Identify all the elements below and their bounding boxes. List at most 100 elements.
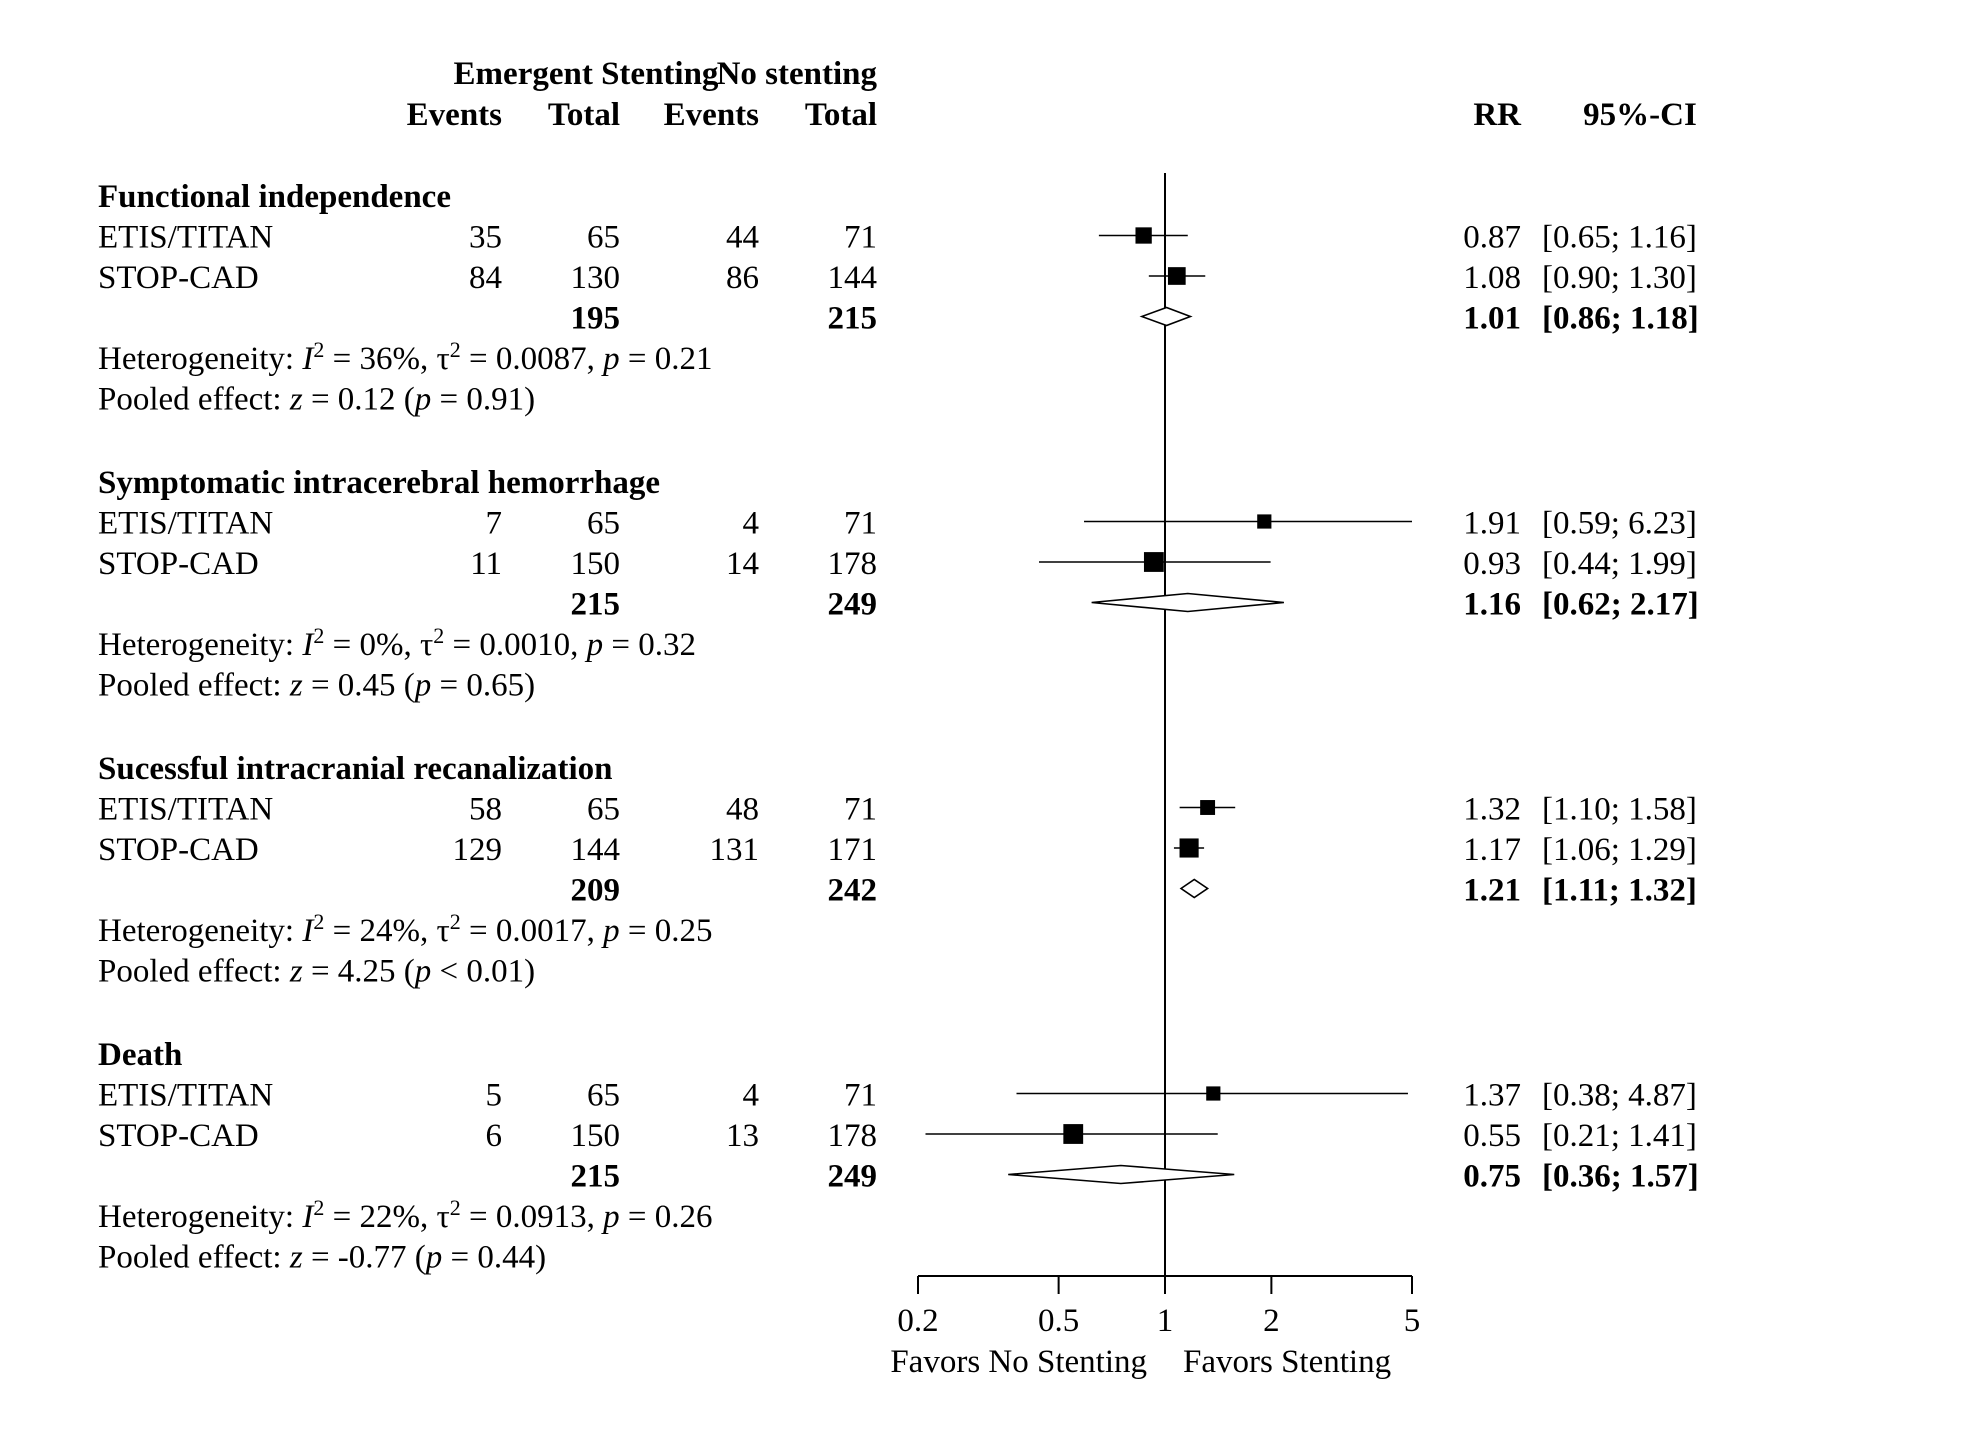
study-events-nostenting: 4 bbox=[743, 506, 760, 542]
pooled-total-nostenting: 215 bbox=[828, 301, 878, 337]
study-events-stenting: 11 bbox=[470, 546, 502, 582]
study-name: ETIS/TITAN bbox=[98, 792, 273, 828]
effect-square bbox=[1206, 1086, 1221, 1101]
pooled-effect-text: Pooled effect: z = 0.45 (p = 0.65) bbox=[98, 668, 535, 704]
study-events-nostenting: 48 bbox=[726, 792, 759, 828]
study-events-nostenting: 44 bbox=[726, 220, 759, 256]
x-tick-label: 1 bbox=[1157, 1303, 1174, 1339]
x-tick-label: 2 bbox=[1263, 1303, 1280, 1339]
study-events-nostenting: 86 bbox=[726, 260, 759, 296]
study-events-stenting: 129 bbox=[453, 832, 503, 868]
study-total-nostenting: 144 bbox=[828, 260, 878, 296]
group-title: Symptomatic intracerebral hemorrhage bbox=[98, 465, 660, 501]
x-tick-label: 0.5 bbox=[1038, 1303, 1079, 1339]
study-rr: 1.37 bbox=[1463, 1078, 1521, 1114]
study-events-stenting: 35 bbox=[469, 220, 502, 256]
study-total-nostenting: 171 bbox=[828, 832, 878, 868]
study-total-stenting: 150 bbox=[571, 546, 621, 582]
pooled-total-stenting: 215 bbox=[571, 1159, 621, 1195]
header-events-2: Events bbox=[664, 97, 760, 133]
favors-stenting-label: Favors Stenting bbox=[1183, 1344, 1391, 1380]
study-total-nostenting: 71 bbox=[844, 506, 877, 542]
study-name: ETIS/TITAN bbox=[98, 506, 273, 542]
study-total-stenting: 130 bbox=[571, 260, 621, 296]
pooled-ci: [0.62; 2.17] bbox=[1542, 587, 1699, 623]
pooled-rr: 1.16 bbox=[1463, 587, 1521, 623]
study-rr: 0.87 bbox=[1463, 220, 1521, 256]
pooled-ci: [0.86; 1.18] bbox=[1542, 301, 1699, 337]
pooled-rr: 0.75 bbox=[1463, 1159, 1521, 1195]
study-events-stenting: 58 bbox=[469, 792, 502, 828]
pooled-total-nostenting: 249 bbox=[828, 1159, 878, 1195]
study-ci: [0.65; 1.16] bbox=[1542, 220, 1697, 256]
group-title: Death bbox=[98, 1037, 182, 1073]
header-ci: 95%-CI bbox=[1583, 97, 1697, 133]
study-rr: 1.17 bbox=[1463, 832, 1521, 868]
study-total-stenting: 144 bbox=[571, 832, 621, 868]
effect-square bbox=[1179, 838, 1199, 858]
study-ci: [0.38; 4.87] bbox=[1542, 1078, 1697, 1114]
heterogeneity-text: Heterogeneity: I2 = 0%, τ2 = 0.0010, p =… bbox=[98, 623, 696, 664]
heterogeneity-text: Heterogeneity: I2 = 24%, τ2 = 0.0017, p … bbox=[98, 909, 712, 950]
pooled-effect-text: Pooled effect: z = 0.12 (p = 0.91) bbox=[98, 382, 535, 418]
study-total-nostenting: 178 bbox=[828, 546, 878, 582]
study-ci: [1.10; 1.58] bbox=[1542, 792, 1697, 828]
effect-square bbox=[1063, 1124, 1084, 1144]
study-rr: 0.55 bbox=[1463, 1118, 1521, 1154]
pooled-ci: [1.11; 1.32] bbox=[1542, 873, 1697, 909]
pooled-ci: [0.36; 1.57] bbox=[1542, 1159, 1699, 1195]
header-group1: Emergent Stenting bbox=[454, 56, 719, 92]
heterogeneity-text: Heterogeneity: I2 = 36%, τ2 = 0.0087, p … bbox=[98, 337, 712, 378]
study-events-nostenting: 13 bbox=[726, 1118, 759, 1154]
pooled-rr: 1.21 bbox=[1463, 873, 1521, 909]
study-ci: [1.06; 1.29] bbox=[1542, 832, 1697, 868]
pooled-effect-text: Pooled effect: z = 4.25 (p < 0.01) bbox=[98, 954, 535, 990]
pooled-rr: 1.01 bbox=[1463, 301, 1521, 337]
group-title: Functional independence bbox=[98, 179, 451, 215]
effect-square bbox=[1135, 227, 1152, 244]
group-title: Sucessful intracranial recanalization bbox=[98, 751, 613, 787]
header-total-1: Total bbox=[548, 97, 620, 133]
study-ci: [0.44; 1.99] bbox=[1542, 546, 1697, 582]
study-name: STOP-CAD bbox=[98, 832, 259, 868]
pooled-diamond bbox=[1008, 1164, 1235, 1185]
study-total-nostenting: 71 bbox=[844, 1078, 877, 1114]
header-group2: No stenting bbox=[717, 56, 878, 92]
x-tick-label: 5 bbox=[1404, 1303, 1421, 1339]
study-events-nostenting: 14 bbox=[726, 546, 759, 582]
study-total-stenting: 65 bbox=[587, 506, 620, 542]
study-name: STOP-CAD bbox=[98, 260, 259, 296]
study-events-stenting: 5 bbox=[486, 1078, 503, 1114]
study-ci: [0.21; 1.41] bbox=[1542, 1118, 1697, 1154]
study-events-stenting: 6 bbox=[486, 1118, 503, 1154]
study-rr: 1.08 bbox=[1463, 260, 1521, 296]
x-tick-label: 0.2 bbox=[897, 1303, 938, 1339]
effect-square bbox=[1257, 514, 1272, 529]
pooled-total-stenting: 209 bbox=[571, 873, 621, 909]
study-ci: [0.59; 6.23] bbox=[1542, 506, 1697, 542]
effect-square bbox=[1167, 267, 1186, 285]
header-total-2: Total bbox=[805, 97, 877, 133]
pooled-diamond bbox=[1139, 306, 1193, 327]
study-name: ETIS/TITAN bbox=[98, 220, 273, 256]
heterogeneity-text: Heterogeneity: I2 = 22%, τ2 = 0.0913, p … bbox=[98, 1195, 712, 1236]
header-rr: RR bbox=[1473, 97, 1522, 133]
study-rr: 1.91 bbox=[1463, 506, 1521, 542]
pooled-effect-text: Pooled effect: z = -0.77 (p = 0.44) bbox=[98, 1240, 546, 1276]
effect-square bbox=[1200, 800, 1216, 815]
study-name: ETIS/TITAN bbox=[98, 1078, 273, 1114]
header-events-1: Events bbox=[407, 97, 503, 133]
study-total-stenting: 65 bbox=[587, 1078, 620, 1114]
study-events-stenting: 84 bbox=[469, 260, 502, 296]
pooled-total-stenting: 195 bbox=[571, 301, 621, 337]
study-total-nostenting: 71 bbox=[844, 220, 877, 256]
study-name: STOP-CAD bbox=[98, 546, 259, 582]
pooled-total-nostenting: 249 bbox=[828, 587, 878, 623]
study-name: STOP-CAD bbox=[98, 1118, 259, 1154]
pooled-total-nostenting: 242 bbox=[828, 873, 878, 909]
study-rr: 1.32 bbox=[1463, 792, 1521, 828]
study-events-nostenting: 4 bbox=[743, 1078, 760, 1114]
pooled-diamond bbox=[1179, 878, 1210, 899]
effect-square bbox=[1143, 552, 1164, 572]
